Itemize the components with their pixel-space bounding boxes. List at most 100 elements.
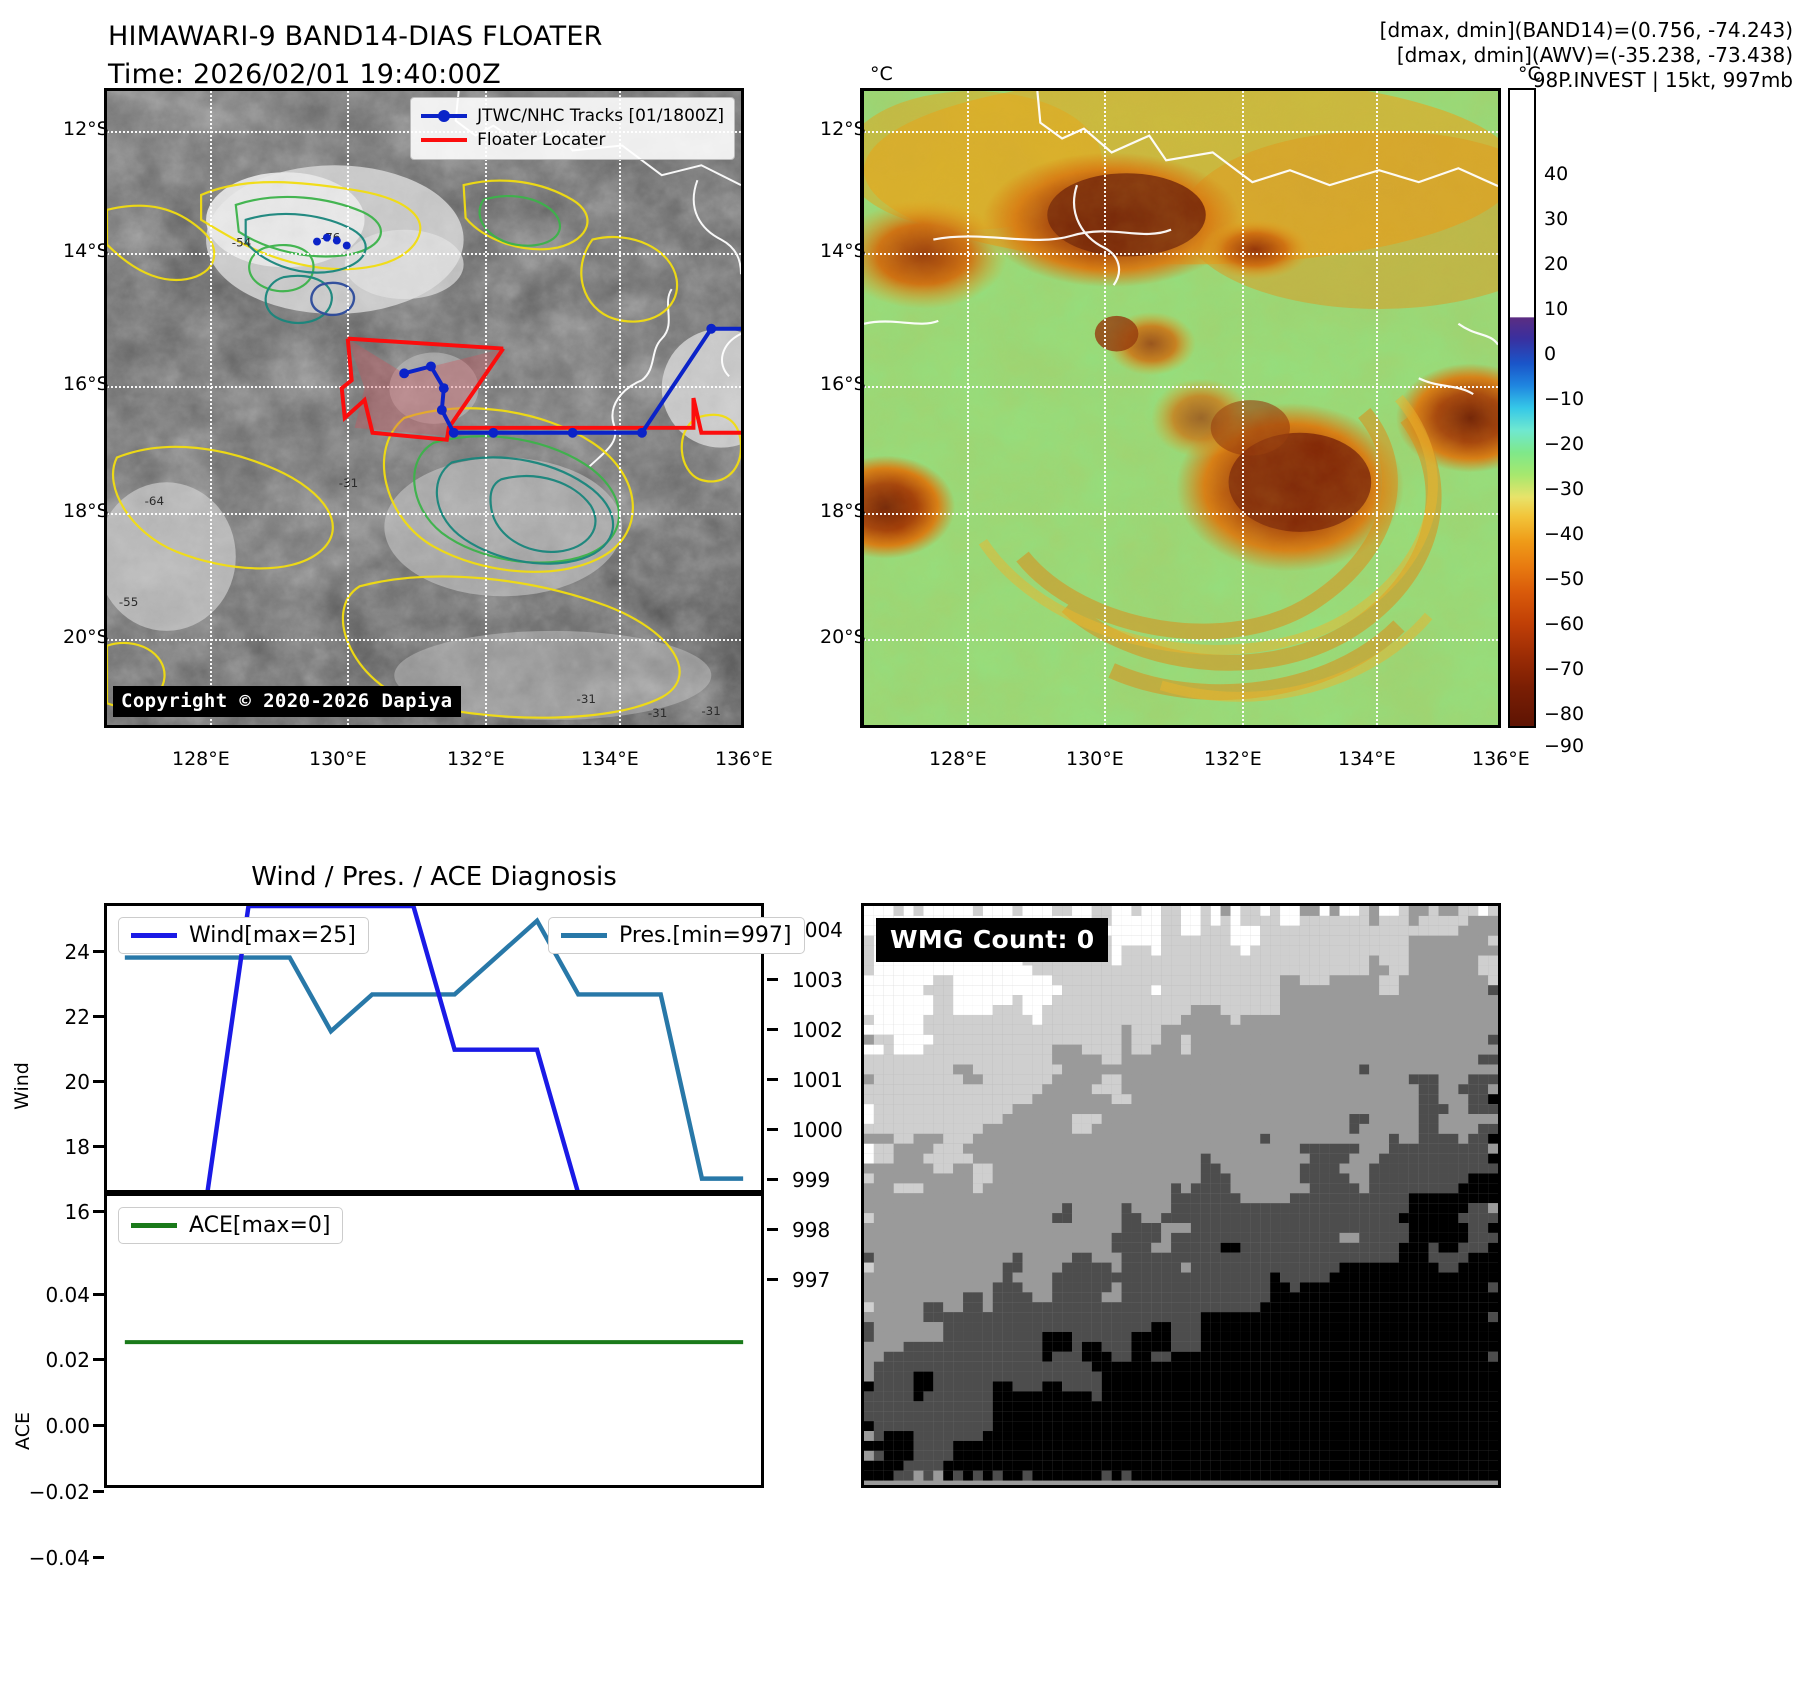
wmg-cell xyxy=(1062,1173,1073,1184)
wmg-cell xyxy=(1190,1173,1201,1184)
wmg-cell xyxy=(1379,1084,1390,1095)
wmg-cell xyxy=(1448,1084,1459,1095)
wmg-cell xyxy=(1289,1163,1300,1174)
wmg-cell xyxy=(963,1153,973,1164)
wmg-cell xyxy=(1329,1272,1340,1283)
wmg-cell xyxy=(1171,1252,1181,1263)
wmg-cell xyxy=(1260,985,1271,996)
awv-colorbar[interactable] xyxy=(1508,88,1536,728)
wmg-cell xyxy=(1309,1213,1320,1223)
wmg-cell xyxy=(953,1193,964,1204)
wmg-cell xyxy=(982,1331,993,1342)
wmg-cell xyxy=(1091,1123,1102,1134)
wmg-cell xyxy=(1349,1084,1360,1095)
wmg-cell xyxy=(1448,1104,1459,1115)
wmg-cell xyxy=(963,1223,973,1233)
wmg-cell xyxy=(1408,1123,1419,1134)
wmg-cell xyxy=(1478,1143,1489,1154)
wmg-cell xyxy=(1398,1114,1409,1124)
wmg-cell xyxy=(1042,1193,1053,1204)
wmg-cell xyxy=(903,1034,914,1045)
wmg-cell xyxy=(1042,985,1053,996)
wmg-cell xyxy=(923,1014,934,1025)
wmg-cell xyxy=(1309,1391,1320,1402)
ace-legend[interactable]: ACE[max=0] xyxy=(118,1207,344,1244)
wmg-cell xyxy=(1151,1351,1162,1362)
wmg-cell xyxy=(1220,1024,1231,1035)
legend-item-floater[interactable]: Floater Locater xyxy=(421,128,724,152)
wmg-cell xyxy=(1131,1193,1142,1204)
wmg-cell xyxy=(1210,1153,1221,1164)
wmg-cell xyxy=(1468,1381,1479,1392)
wmg-cell xyxy=(1052,995,1063,1006)
wmg-cell xyxy=(1319,1104,1330,1115)
wmg-cell xyxy=(1289,945,1300,956)
awv-lat-label-14s: 14°S xyxy=(820,240,866,262)
wmg-cell xyxy=(1111,1312,1122,1323)
wmg-cell xyxy=(1121,1104,1132,1115)
wmg-cell xyxy=(1478,1421,1489,1432)
wmg-cell xyxy=(1418,1262,1429,1273)
wmg-cell xyxy=(1181,1252,1191,1263)
wmg-cell xyxy=(1319,1252,1330,1263)
wmg-cell xyxy=(1339,955,1350,966)
wmg-cell xyxy=(1101,1351,1112,1362)
wmg-cell xyxy=(1151,1203,1162,1214)
wmg-cell xyxy=(1289,906,1300,916)
wmg-cell xyxy=(1022,1371,1033,1382)
wmg-cell xyxy=(1220,1034,1231,1045)
wmg-cell xyxy=(1111,1252,1122,1263)
wmg-cell xyxy=(1081,1292,1092,1303)
wmg-cell xyxy=(1210,1272,1221,1283)
wmg-cell xyxy=(1398,915,1409,926)
wmg-cell xyxy=(893,1183,904,1194)
wmg-cell xyxy=(1161,1024,1172,1035)
wmg-cell xyxy=(1062,1133,1073,1144)
wmg-cell xyxy=(1012,1123,1023,1134)
wmg-cell xyxy=(1280,1034,1290,1045)
wmg-cell xyxy=(1002,1094,1013,1105)
wmg-cell xyxy=(1369,1331,1380,1342)
wmg-cell xyxy=(1032,1411,1043,1422)
wmg-cell xyxy=(1398,1292,1409,1303)
ir-satellite-panel[interactable]: -54 -76 -31 -64 -55 -31 -31 -31 xyxy=(104,88,744,728)
pressure-legend[interactable]: Pres.[min=997] xyxy=(548,917,805,954)
wmg-cell xyxy=(873,1034,884,1045)
wmg-cell xyxy=(1052,1381,1063,1392)
wmg-cell xyxy=(1131,1173,1142,1184)
wmg-cell xyxy=(1319,1232,1330,1243)
wmg-cell xyxy=(1250,1143,1261,1154)
wmg-cell xyxy=(1280,1094,1290,1105)
wmg-cell xyxy=(1389,1302,1399,1313)
wmg-cell xyxy=(1349,1223,1360,1233)
wmg-cell xyxy=(1161,1153,1172,1164)
wmg-cell xyxy=(1012,1054,1023,1065)
wmg-cell xyxy=(943,1371,954,1382)
wmg-cell xyxy=(1230,945,1241,956)
wmg-cell xyxy=(963,1024,973,1035)
wmg-cell xyxy=(1329,1084,1340,1095)
wmg-cell xyxy=(943,1193,954,1204)
wmg-cell xyxy=(1081,1193,1092,1204)
wmg-cell xyxy=(1200,1232,1211,1243)
wmg-cell xyxy=(1250,1262,1261,1273)
wmg-cell xyxy=(1478,995,1489,1006)
metadata-block: [dmax, dmin](BAND14)=(0.756, -74.243) [d… xyxy=(1380,18,1793,93)
wmg-cell xyxy=(1359,1450,1370,1461)
wmg-cell xyxy=(992,1213,1003,1223)
wmg-cell xyxy=(1002,995,1013,1006)
legend-item-jtwc[interactable]: JTWC/NHC Tracks [01/1800Z] xyxy=(421,104,724,128)
wmg-cell xyxy=(1359,1411,1370,1422)
wmg-cell xyxy=(1022,1153,1033,1164)
wmg-cell xyxy=(1072,1322,1082,1332)
wmg-cell xyxy=(1121,1460,1132,1471)
wmg-panel[interactable]: WMG Count: 0 xyxy=(861,903,1501,1488)
awv-cbar-tick-m80: −80 xyxy=(1544,703,1585,725)
awv-satellite-panel[interactable] xyxy=(861,88,1501,728)
wmg-cell xyxy=(893,1163,904,1174)
wind-legend[interactable]: Wind[max=25] xyxy=(118,917,369,954)
pressure-tick-1002: 1002 xyxy=(792,1018,843,1042)
wmg-cell xyxy=(1151,1331,1162,1342)
wmg-cell xyxy=(1022,1440,1033,1451)
wmg-cell xyxy=(1141,1074,1152,1085)
